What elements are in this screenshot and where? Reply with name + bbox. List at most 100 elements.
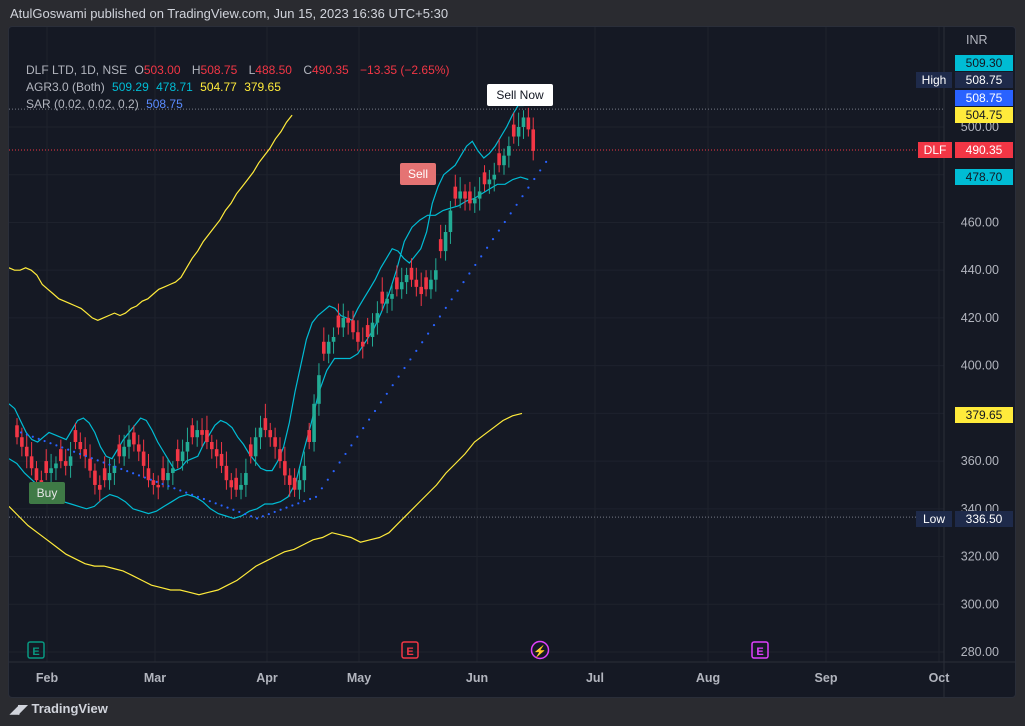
price-tag-low-label-box bbox=[916, 511, 952, 527]
candle-body bbox=[278, 449, 282, 462]
candle-body bbox=[29, 456, 34, 469]
earnings-event-label: ⚡ bbox=[533, 645, 547, 658]
sar-dot bbox=[73, 450, 76, 453]
legend-agr-name[interactable]: AGR3.0 (Both) bbox=[26, 80, 105, 94]
sar-dot bbox=[120, 467, 123, 471]
candle-body bbox=[273, 437, 277, 447]
chart-frame[interactable]: Buy Sell Sell Now 280.00 300.00 320.00 340.00 3… bbox=[8, 26, 1016, 698]
sar-dot bbox=[497, 229, 500, 232]
x-tick-label: Feb bbox=[36, 671, 59, 685]
candle-body bbox=[365, 325, 370, 337]
candle-body bbox=[175, 449, 180, 462]
candle-body bbox=[312, 403, 316, 442]
candle-body bbox=[283, 461, 287, 476]
candle-body bbox=[487, 179, 492, 185]
sar-dot bbox=[373, 409, 377, 413]
earnings-event-label: E bbox=[406, 646, 413, 658]
y-tick-label: 320.00 bbox=[961, 550, 999, 564]
earnings-event-icon bbox=[751, 641, 769, 659]
sell-now-signal-box bbox=[487, 84, 553, 106]
price-tag-band-box bbox=[955, 55, 1013, 71]
candle-body bbox=[356, 332, 360, 342]
sar-dot bbox=[67, 448, 70, 451]
yellow-lower-line bbox=[9, 412, 523, 596]
sar-dot bbox=[297, 502, 300, 505]
sar-dot bbox=[78, 452, 82, 456]
sar-dot bbox=[161, 482, 164, 486]
sar-dot bbox=[338, 461, 341, 464]
candle-body bbox=[492, 174, 497, 180]
candle-body bbox=[161, 468, 165, 481]
sar-dot bbox=[379, 401, 382, 404]
sar-dot bbox=[515, 203, 518, 206]
candle-body bbox=[409, 267, 414, 280]
candle-body bbox=[263, 418, 268, 431]
sar-dot bbox=[344, 452, 347, 456]
candle-body bbox=[34, 468, 39, 481]
sar-dot bbox=[427, 332, 430, 335]
sar-dot bbox=[196, 495, 200, 498]
candle-body bbox=[248, 444, 253, 457]
brand-label: TradingView bbox=[31, 701, 108, 716]
sar-dot bbox=[25, 433, 28, 436]
buy-signal-box bbox=[29, 482, 65, 504]
candle-body bbox=[15, 425, 19, 438]
sar-dot bbox=[503, 220, 506, 224]
sar-dot bbox=[521, 195, 524, 198]
x-tick-label: Sep bbox=[815, 671, 838, 685]
sar-dot bbox=[350, 444, 353, 447]
y-tick-label: 500.00 bbox=[961, 120, 999, 134]
candle-body bbox=[54, 463, 58, 469]
sar-dot bbox=[285, 506, 288, 509]
y-tick-label: 300.00 bbox=[961, 597, 999, 611]
sar-dot bbox=[539, 169, 542, 172]
tradingview-brand[interactable]: ◢◤ TradingView bbox=[10, 701, 108, 716]
x-tick-label: Aug bbox=[696, 671, 720, 685]
candle-body bbox=[112, 465, 117, 474]
candle-body bbox=[531, 129, 536, 151]
price-tag-sar-value: 508.75 bbox=[966, 91, 1003, 105]
candle-body bbox=[88, 458, 92, 471]
tradingview-logo-icon: ◢◤ bbox=[10, 701, 27, 716]
buy-signal: Buy bbox=[29, 482, 65, 504]
legend-sar-name[interactable]: SAR (0.02, 0.02, 0.2) bbox=[26, 97, 139, 111]
sar-dot bbox=[37, 437, 40, 440]
sar-dot bbox=[149, 478, 152, 481]
candle-body bbox=[190, 425, 195, 438]
candle-body bbox=[414, 279, 419, 287]
price-tag-low-value: 336.50 bbox=[966, 512, 1003, 526]
sar-dot bbox=[185, 491, 188, 494]
sar-dot bbox=[31, 435, 34, 438]
chart-legend: DLF LTD, 1D, NSE O503.00 H508.75 L488.50… bbox=[26, 62, 453, 113]
sar-dot bbox=[432, 323, 436, 327]
sar-dot bbox=[486, 246, 489, 249]
sar-dot bbox=[468, 272, 471, 275]
sar-dot bbox=[43, 439, 46, 443]
sar-dot bbox=[250, 515, 253, 518]
price-tag-high-value: 508.75 bbox=[966, 73, 1003, 87]
price-tag-last-label: DLF bbox=[924, 143, 947, 157]
sar-dot bbox=[261, 515, 264, 518]
price-tag-low-label: Low bbox=[923, 512, 945, 526]
sar-dot bbox=[356, 435, 359, 438]
candle-body bbox=[346, 317, 350, 323]
sell-signal: Sell bbox=[400, 163, 436, 185]
sar-dot bbox=[226, 506, 229, 509]
sar-dot bbox=[309, 497, 312, 501]
x-tick-label: May bbox=[347, 671, 371, 685]
candle-body bbox=[399, 282, 404, 290]
candle-body bbox=[180, 451, 185, 462]
legend-symbol[interactable]: DLF LTD, 1D, NSE bbox=[26, 63, 128, 77]
candle-body bbox=[424, 277, 428, 290]
sar-dot bbox=[397, 375, 400, 378]
candle-body bbox=[205, 430, 209, 442]
sar-dot bbox=[314, 495, 318, 498]
sar-dot bbox=[108, 463, 111, 466]
buy-signal-text: Buy bbox=[37, 486, 58, 500]
candle-body bbox=[244, 473, 248, 485]
candle-body bbox=[93, 470, 97, 485]
candle-body bbox=[322, 341, 326, 354]
sar-dot bbox=[326, 478, 329, 481]
candle-body bbox=[419, 286, 424, 295]
